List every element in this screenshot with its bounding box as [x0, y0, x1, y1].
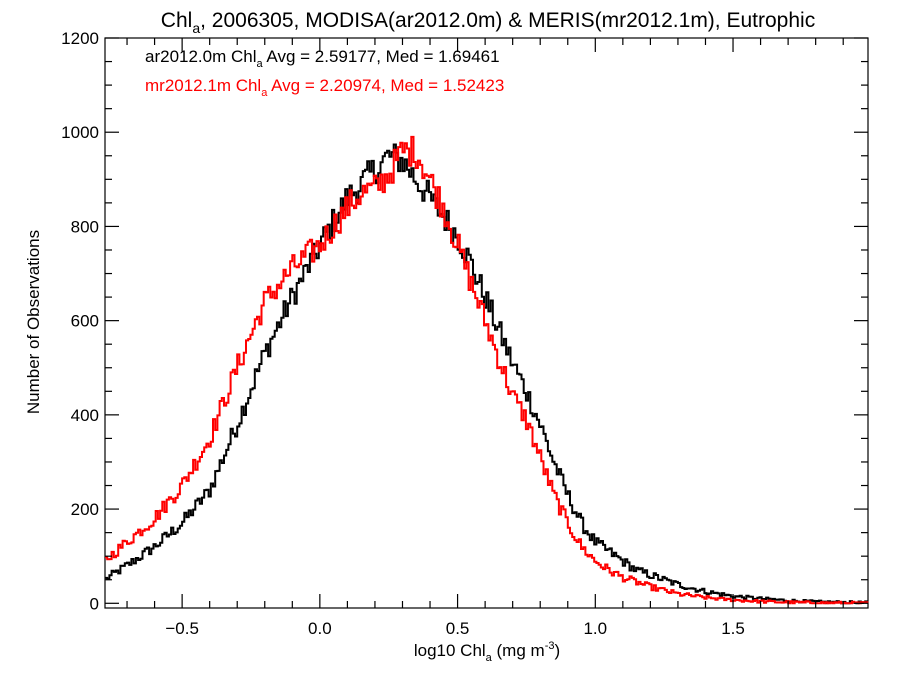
y-tick-label: 0	[90, 594, 99, 613]
y-tick-label: 800	[71, 217, 99, 236]
y-tick-label: 1000	[61, 123, 99, 142]
chart-title: Chla, 2006305, MODISA(ar2012.0m) & MERIS…	[161, 9, 815, 36]
x-tick-label: 1.5	[721, 619, 745, 638]
x-axis-label: log10 Chla (mg m-3)	[414, 640, 560, 664]
series-line-0	[105, 143, 869, 605]
series-line-1	[105, 135, 869, 605]
tick-layer: −0.5 0.0 0.5 1.0 1.5 0 200 400 600 800 1000 1200	[61, 29, 868, 638]
x-tick-label: −0.5	[165, 619, 199, 638]
legend: ar2012.0m Chla Avg = 2.59177, Med = 1.69…	[145, 47, 504, 99]
y-axis-label: Number of Observations	[24, 230, 43, 414]
y-tick-label: 600	[71, 312, 99, 331]
x-tick-label: 0.5	[446, 619, 470, 638]
x-tick-label: 1.0	[583, 619, 607, 638]
y-tick-label: 1200	[61, 29, 99, 48]
y-tick-label: 400	[71, 406, 99, 425]
legend-entry-1: mr2012.1m Chla Avg = 2.20974, Med = 1.52…	[145, 76, 504, 99]
series-layer	[105, 135, 869, 605]
legend-entry-0: ar2012.0m Chla Avg = 2.59177, Med = 1.69…	[145, 47, 500, 70]
plot-frame	[104, 37, 869, 609]
y-tick-label: 200	[71, 500, 99, 519]
x-tick-label: 0.0	[308, 619, 332, 638]
